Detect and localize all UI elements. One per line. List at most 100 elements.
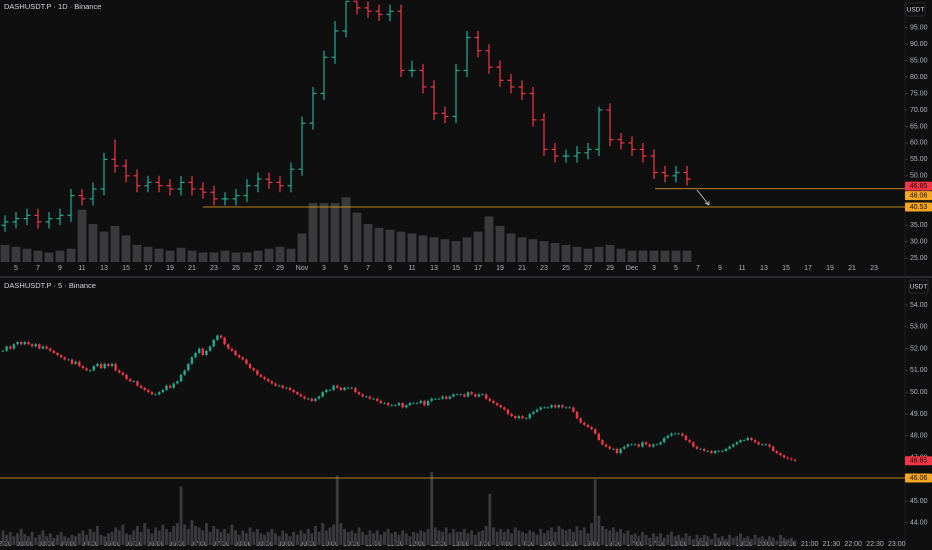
x-tick-label: 13 — [100, 265, 108, 272]
candle-body — [158, 392, 161, 395]
x-tick-label: 7 — [366, 265, 370, 272]
candle-body — [299, 394, 303, 397]
candle-body — [99, 363, 103, 369]
volume-bar — [597, 515, 601, 545]
volume-bar — [143, 523, 147, 545]
candle-body — [546, 407, 550, 409]
unit-label[interactable]: USDT — [910, 284, 928, 291]
volume-bar — [375, 530, 379, 545]
volume-bar — [699, 537, 702, 545]
volume-bar — [568, 528, 572, 545]
volume-bar — [499, 528, 503, 545]
price-label: 46.85 — [910, 458, 928, 465]
x-tick-label: 3 — [652, 265, 656, 272]
candle-body — [423, 400, 426, 406]
volume-bar — [197, 527, 201, 545]
volume-bar — [393, 531, 397, 545]
volume-bar — [793, 540, 797, 545]
candle-body — [56, 352, 59, 356]
candle-body — [455, 394, 459, 396]
volume-bar — [590, 523, 593, 545]
candle-body — [234, 350, 237, 356]
volume-bar — [284, 533, 288, 545]
volume-bar — [539, 528, 543, 545]
volume-bar — [488, 493, 492, 545]
candle-body — [397, 403, 401, 406]
candle-body — [495, 403, 499, 406]
candle-body — [317, 396, 321, 399]
volume-bar — [117, 530, 121, 545]
candle-body — [637, 444, 640, 447]
candle-body — [27, 342, 30, 345]
candle-body — [742, 440, 746, 441]
candle-body — [753, 440, 757, 443]
volume-bar — [234, 530, 237, 545]
volume-bar — [662, 537, 666, 545]
volume-bar — [299, 530, 303, 545]
candle-body — [361, 394, 364, 397]
volume-bar — [561, 528, 564, 545]
candle-body — [92, 366, 96, 371]
candle-body — [593, 429, 597, 434]
candle-body — [644, 442, 648, 445]
candle-body — [346, 387, 350, 389]
volume-bar — [594, 246, 604, 262]
volume-bar — [415, 533, 419, 545]
y-tick-label: 50.00 — [910, 389, 928, 396]
volume-bar — [396, 231, 406, 262]
candle-body — [717, 450, 720, 452]
volume-bar — [605, 244, 615, 262]
volume-bar — [484, 526, 488, 545]
candle-body — [488, 398, 492, 401]
price-label-box — [905, 181, 932, 191]
volume-bar — [374, 227, 384, 262]
unit-button[interactable] — [908, 279, 929, 294]
volume-bar — [335, 475, 339, 545]
x-tick-label: 21:30 — [823, 541, 841, 548]
volume-bar — [495, 225, 505, 262]
candle-body — [452, 394, 455, 397]
volume-bar — [528, 530, 532, 545]
candle-body — [132, 381, 135, 383]
volume-bar — [295, 534, 299, 545]
volume-bar — [34, 537, 38, 545]
volume-bar — [651, 533, 655, 545]
candle-body — [728, 446, 731, 449]
volume-bar — [462, 237, 472, 262]
y-tick-label: 95.00 — [910, 24, 928, 31]
candle-body — [237, 355, 241, 358]
y-tick-label: 54.00 — [910, 302, 928, 309]
volume-bar — [418, 235, 428, 262]
candle-body — [306, 398, 310, 400]
candle-body — [49, 348, 52, 351]
pane-title: DASHUSDT.P · 5 · Binance — [4, 281, 96, 290]
unit-button[interactable] — [905, 2, 926, 17]
candle-body — [357, 392, 361, 395]
candle-body — [161, 389, 165, 393]
x-tick-label: 17 — [144, 265, 152, 272]
price-label: 46.06 — [910, 475, 928, 482]
volume-bar — [644, 534, 648, 545]
x-tick-label: 22:00 — [844, 541, 862, 548]
candle-body — [343, 387, 346, 390]
volume-bar — [352, 212, 362, 262]
candle-body — [663, 437, 666, 443]
volume-bar — [572, 246, 582, 262]
volume-bar — [135, 526, 139, 545]
volume-bar — [172, 526, 176, 545]
volume-bar — [48, 533, 52, 545]
candle-body — [216, 335, 219, 340]
volume-bar — [673, 536, 677, 545]
candle-body — [245, 359, 248, 364]
candle-body — [85, 368, 88, 371]
candle-body — [790, 458, 793, 460]
candle-body — [70, 359, 74, 364]
candle-body — [706, 450, 710, 452]
unit-label[interactable]: USDT — [907, 7, 925, 14]
candle-body — [88, 370, 92, 372]
volume-bar — [26, 536, 30, 545]
candle-body — [172, 383, 175, 388]
candle-body — [732, 444, 735, 447]
volume-bar — [680, 537, 684, 545]
